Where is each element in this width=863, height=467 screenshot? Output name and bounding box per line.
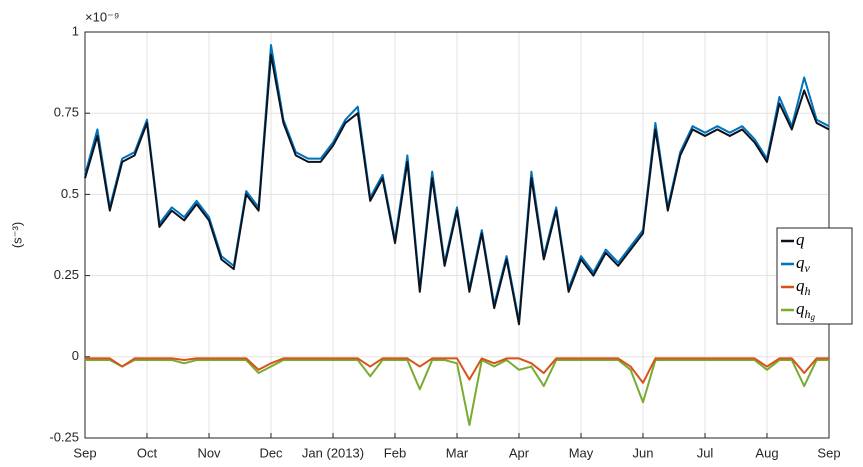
x-tick-label: Sep (817, 445, 840, 460)
y-tick-label: -0.25 (49, 429, 79, 444)
legend-label: qh (796, 276, 811, 298)
x-tick-label: Jun (633, 445, 654, 460)
series-line (84, 43, 830, 323)
y-tick-label: 0 (72, 348, 79, 363)
legend-name: q (796, 276, 805, 295)
y-tick-label: 0.5 (61, 186, 79, 201)
legend-box (776, 227, 853, 325)
series-line (85, 359, 829, 427)
y-axis-label: (s⁻³) (9, 222, 24, 248)
y-tick-label: 1 (72, 23, 79, 38)
legend-subscript: h (805, 284, 811, 298)
y-tick-label: 0.75 (54, 105, 79, 120)
x-tick-label: Nov (197, 445, 221, 460)
legend-name: q (796, 230, 805, 249)
legend-subscript: v (805, 261, 811, 275)
x-tick-label: Sep (73, 445, 96, 460)
series-line (84, 53, 830, 326)
x-tick-label: Jul (697, 445, 714, 460)
x-tick-label: May (569, 445, 594, 460)
x-tick-label: Mar (446, 445, 469, 460)
legend-subsubscript: g (811, 312, 816, 322)
legend-label: qv (796, 253, 811, 275)
legend-name: q (796, 253, 805, 272)
legend-label: q (796, 230, 805, 249)
series-line (85, 357, 829, 384)
grid (84, 31, 830, 439)
legend-label: qhg (796, 299, 816, 322)
x-tick-label: Feb (384, 445, 406, 460)
x-tick-label: Aug (755, 445, 778, 460)
x-tick-label: Dec (259, 445, 283, 460)
y-multiplier: ×10⁻⁹ (85, 9, 119, 24)
x-tick-label: Jan (2013) (302, 445, 364, 460)
legend-name: q (796, 299, 805, 318)
x-tick-label: Oct (137, 445, 158, 460)
y-tick-label: 0.25 (54, 267, 79, 282)
x-tick-label: Apr (509, 445, 530, 460)
legend-subscript: h (805, 307, 811, 321)
